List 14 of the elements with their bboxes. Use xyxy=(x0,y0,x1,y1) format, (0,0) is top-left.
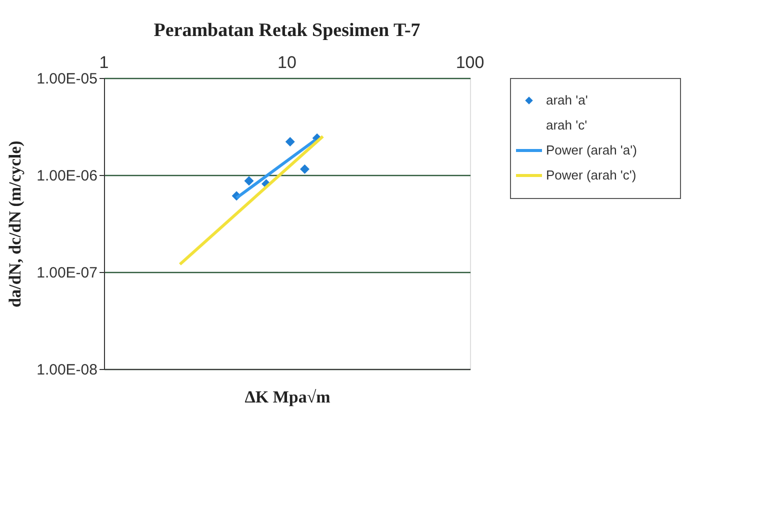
text: arah 'c' xyxy=(546,118,588,132)
x-axis-title: ΔK Mpa√m xyxy=(244,388,330,406)
legend-label: arah 'a' xyxy=(546,92,588,108)
x-tick-label: 100 xyxy=(456,53,484,72)
x-tick-label: 1 xyxy=(99,53,109,72)
y-tick-label: 1.00E-06 xyxy=(36,168,98,184)
y-tick-label: 1.00E-05 xyxy=(36,70,98,88)
legend-label: Power (arah 'c') xyxy=(546,168,636,182)
y-tick-label: 1.00E-07 xyxy=(36,264,98,282)
y-axis-title: da/dN, dc/dN (m/cycle) xyxy=(6,140,25,308)
y-tick-label: 1.00E-08 xyxy=(36,362,98,378)
chart-title: Perambatan Retak Spesimen T-7 xyxy=(154,20,421,41)
x-tick-label: 10 xyxy=(278,53,296,72)
legend-label: Power (arah 'a') xyxy=(546,142,637,158)
